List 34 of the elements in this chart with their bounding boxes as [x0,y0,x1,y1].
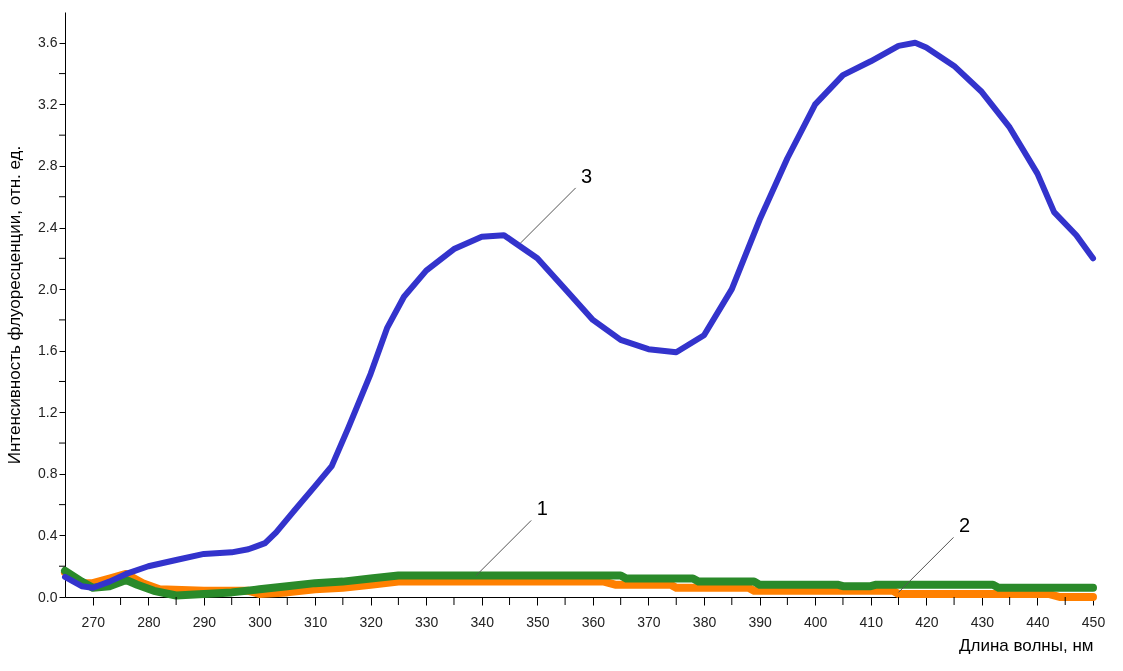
x-axis-title: Длина волны, нм [959,635,1094,655]
y-tick-label: 1.2 [38,403,58,420]
x-tick-label: 330 [415,613,439,630]
annotation: 2 [958,514,971,537]
x-tick-label: 380 [692,613,717,630]
y-tick-label: 3.2 [38,95,58,112]
x-tick-label: 310 [303,613,328,630]
x-tick-label: 440 [1026,613,1050,630]
x-tick-label: 280 [137,613,161,630]
x-tick-label: 420 [915,613,939,630]
x-tick-label: 430 [970,613,995,630]
y-tick-label: 2.0 [38,280,58,297]
x-tick-label: 340 [470,613,495,630]
y-tick-label: 0.4 [38,526,58,543]
x-tick-label: 450 [1081,613,1106,630]
y-tick-label: 2.4 [38,219,58,236]
x-tick-label: 300 [248,613,272,630]
y-tick-label: 0.0 [38,588,58,605]
annotation: 3 [581,164,593,187]
x-tick-label: 290 [192,613,217,630]
y-tick-label: 1.6 [38,342,58,359]
x-tick-label: 370 [637,613,661,630]
x-tick-label: 320 [359,613,384,630]
annotation: 1 [536,497,548,520]
x-tick-label: 400 [803,613,828,630]
x-tick-label: 410 [859,613,884,630]
y-tick-label: 0.8 [38,465,58,482]
x-tick-label: 350 [526,613,550,630]
y-tick-label: 3.6 [38,34,58,51]
x-tick-label: 360 [581,613,606,630]
y-axis-title: Интенсивность флуоресценции, отн. ед. [5,145,25,465]
y-tick-label: 2.8 [38,157,58,174]
x-tick-label: 390 [748,613,772,630]
x-tick-label: 270 [81,613,106,630]
